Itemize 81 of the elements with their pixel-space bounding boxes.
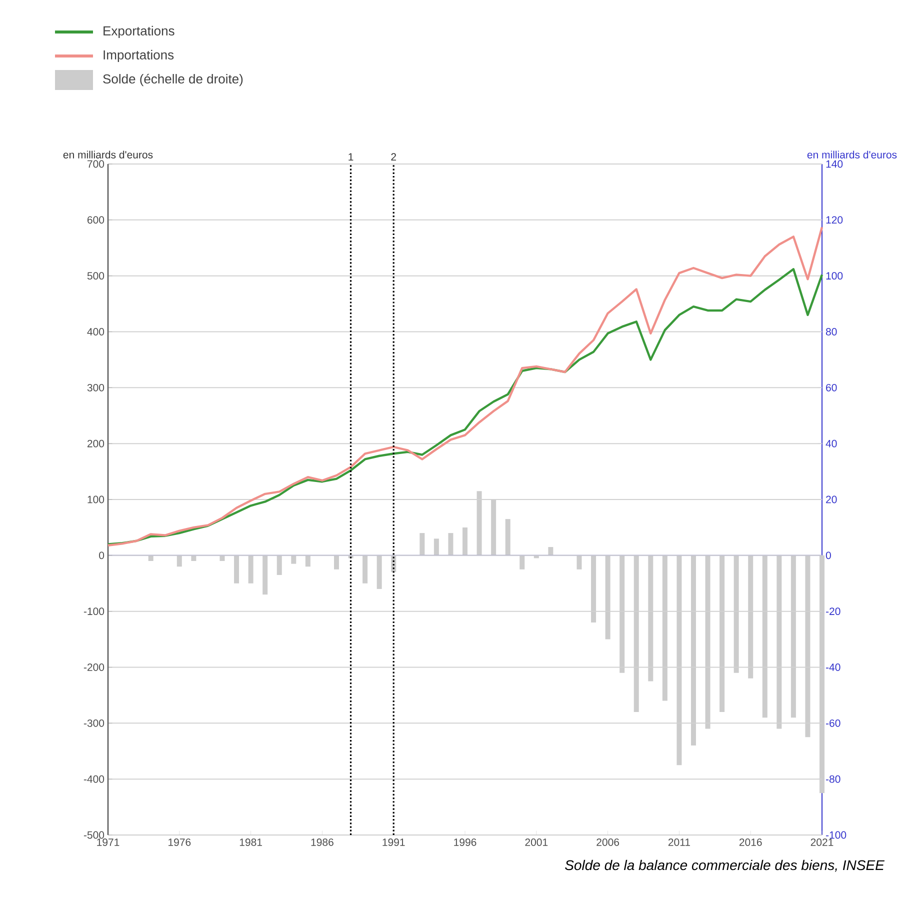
bar [634, 555, 639, 712]
y-tick-label: 200 [87, 440, 104, 448]
y2-tick-label: 100 [826, 272, 843, 280]
x-tick-label: 1996 [454, 838, 476, 846]
y-tick-label: 500 [87, 272, 104, 280]
bar [748, 555, 754, 678]
y-tick-label: -400 [84, 775, 104, 783]
y-tick-label: 300 [87, 384, 104, 392]
bar [505, 519, 510, 556]
y2-tick-label: -80 [826, 775, 840, 783]
x-tick-label: 2016 [739, 838, 762, 846]
y2-tick-label: 40 [826, 440, 837, 448]
bar [262, 555, 268, 595]
x-tick-label: 1986 [311, 838, 334, 846]
y-tick-label: -500 [84, 831, 104, 839]
y2-tick-label: 140 [826, 160, 843, 168]
bar [805, 555, 810, 738]
y2-tick-label: -100 [826, 831, 846, 839]
y-tick-label: 600 [87, 216, 104, 224]
bar [491, 499, 496, 556]
bar [305, 555, 310, 567]
y-tick-label: -200 [84, 664, 104, 671]
bar [276, 555, 282, 575]
y2-axis-title: en milliards d'euros [807, 150, 897, 158]
bar [291, 555, 296, 564]
x-tick-label: 2011 [668, 838, 690, 846]
bar [705, 555, 710, 729]
y-tick-label: 400 [87, 328, 104, 336]
bar [548, 547, 554, 556]
bar [591, 555, 596, 623]
bar [620, 555, 625, 673]
x-tick-label: 1976 [168, 838, 191, 846]
bar [720, 555, 725, 712]
bar [176, 555, 182, 567]
bar [420, 533, 425, 556]
x-tick-label: 2001 [525, 838, 548, 846]
y2-tick-label: 60 [826, 384, 837, 392]
y-tick-label: 0 [99, 552, 104, 560]
y2-tick-label: -40 [826, 664, 840, 671]
legend-label: Exportations [104, 26, 174, 38]
y-tick-label: 700 [87, 160, 104, 168]
bar [476, 491, 482, 556]
bar [690, 555, 696, 746]
x-tick-label: 1971 [97, 838, 120, 846]
y2-tick-label: 120 [826, 216, 843, 224]
annotation: 2 [391, 153, 396, 160]
bar [648, 555, 654, 682]
y-axis-title: en milliards d'euros [63, 150, 153, 158]
legend-label: Importations [104, 50, 174, 62]
y-tick-label: 100 [88, 496, 104, 504]
bar [448, 533, 454, 556]
legend-label: Solde (échelle de droite) [103, 74, 243, 86]
y-tick-label: -300 [84, 719, 104, 727]
y2-tick-label: 20 [826, 496, 837, 504]
bar [462, 527, 468, 556]
x-tick-label: 2021 [810, 838, 834, 846]
bar [734, 555, 739, 673]
annotation: 1 [348, 153, 354, 160]
bar [762, 555, 768, 718]
bar [248, 555, 254, 584]
y2-tick-label: 0 [826, 552, 831, 560]
bar [605, 555, 610, 640]
bar [434, 538, 439, 556]
y2-tick-label: -20 [826, 608, 840, 616]
text: Solde de la balance commerciale des biens, INSEE [565, 860, 885, 872]
bar [334, 555, 339, 570]
x-tick-label: 1991 [382, 838, 405, 846]
y-tick-label: -100 [84, 608, 104, 616]
bar [676, 555, 682, 766]
bar [234, 555, 240, 584]
x-tick-label: 2006 [596, 838, 620, 846]
bar [520, 555, 525, 570]
bar [662, 555, 668, 701]
bar [790, 555, 796, 718]
x-tick-label: 1981 [240, 838, 262, 846]
y2-tick-label: 80 [826, 328, 837, 336]
bar [362, 555, 368, 584]
bar [376, 555, 382, 589]
bar [776, 555, 782, 729]
y2-tick-label: -60 [826, 719, 840, 727]
bar [576, 555, 582, 570]
